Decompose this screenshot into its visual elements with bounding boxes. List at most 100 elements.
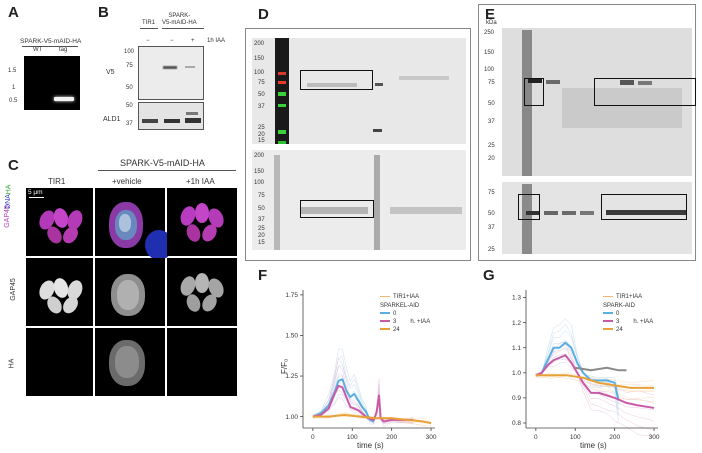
g-xtick-label: 300 <box>649 434 660 441</box>
ald1-label: ALD1 <box>103 116 121 123</box>
gel-d-top <box>252 38 466 144</box>
f-series-24 <box>312 414 432 425</box>
v5-label: V5 <box>106 69 115 76</box>
panel-label-d: D <box>258 6 269 23</box>
panel-a-title: SPARK-V5-mAID-HA <box>20 38 82 45</box>
chart-f-axes: 0 100 200 300 1.00 1.25 1.50 1.75 <box>285 290 437 441</box>
treat-label: 1h IAA <box>207 38 226 44</box>
d-top-m7: 25 <box>258 125 265 131</box>
g-ytick-label: 1.1 <box>512 345 521 352</box>
v5-marker-75: 75 <box>126 63 133 69</box>
panel-label-g: G <box>483 267 495 284</box>
legend-f-group: SPARKEL-AID <box>380 303 420 309</box>
e-bottom-highlight-1 <box>518 194 540 220</box>
g-trace-0 <box>535 318 619 423</box>
g-series-24 <box>535 374 655 389</box>
micro-merge-iaa <box>167 188 237 256</box>
g-trace-24 <box>535 373 655 387</box>
legend-g: TIR1+IAA SPARK-AID 0 3 h. +IAA 24 <box>603 294 673 333</box>
d-bot-m7: 25 <box>258 226 265 232</box>
d-bot-m1: 200 <box>254 153 265 159</box>
d-top-m5: 50 <box>258 92 265 98</box>
v5-marker-50: 50 <box>126 85 133 91</box>
micro-merge-vehicle <box>95 188 173 260</box>
d-top-m2: 150 <box>254 56 265 62</box>
gel-e-top <box>502 28 692 176</box>
f-xtick-label: 100 <box>347 434 358 441</box>
f-ytick-label: 1.50 <box>285 333 298 340</box>
ald1-marker-50: 50 <box>126 103 133 109</box>
group-spark: SPARK- V5-mAID-HA <box>162 13 197 26</box>
panel-label-f: F <box>258 267 268 284</box>
f-ytick-label: 1.00 <box>285 414 298 421</box>
d-top-m6: 37 <box>258 104 265 110</box>
d-bot-m4: 75 <box>258 193 265 199</box>
f-ytick-label: 1.25 <box>285 373 298 380</box>
e-top-m6: 37 <box>488 119 495 125</box>
e-top-m4: 75 <box>488 80 495 86</box>
legend-f-24: 24 <box>393 327 400 333</box>
d-bottom-highlight <box>300 200 374 218</box>
e-unit: kDa <box>486 20 497 26</box>
v5-blot <box>138 46 204 100</box>
chart-g-axes: 0 100 200 300 0.8 0.9 1.0 1.1 1.2 1.3 <box>512 290 660 441</box>
g-trace-24 <box>535 374 655 392</box>
e-top-highlight-1 <box>524 78 544 106</box>
micro-gap45-iaa <box>167 258 237 326</box>
row-label-ha: HA <box>8 358 16 369</box>
e-bot-m4: 25 <box>488 247 495 253</box>
col-tir1: TIR1 <box>48 177 66 186</box>
e-top-m2: 150 <box>484 50 495 56</box>
group-tir1: TIR1 <box>142 20 156 26</box>
f-trace-0 <box>312 348 374 425</box>
d-bot-m5: 50 <box>258 206 265 212</box>
e-top-m1: 250 <box>484 30 495 36</box>
chart-g-series <box>535 341 655 409</box>
col-vehicle: +vehicle <box>112 177 142 186</box>
g-series-gray <box>575 366 627 372</box>
panel-e-frame <box>478 4 696 261</box>
g-trace-3 <box>535 347 655 421</box>
treat-3: + <box>191 38 195 44</box>
g-ytick-label: 1.2 <box>512 320 521 327</box>
f-trace-3 <box>312 357 414 428</box>
e-bot-m2: 50 <box>488 211 495 217</box>
e-bot-m3: 37 <box>488 225 495 231</box>
legend-g-group: SPARK-AID <box>603 303 635 309</box>
legend-f-0: 0 <box>393 311 397 317</box>
chart-f-ylabel: F/F₀ <box>280 359 289 374</box>
legend-g-24: 24 <box>616 327 623 333</box>
ald1-marker-37: 37 <box>126 121 133 127</box>
pcr-band <box>54 97 74 101</box>
e-top-m5: 50 <box>488 101 495 107</box>
e-bottom-highlight-2 <box>601 194 687 220</box>
g-trace-24 <box>535 375 655 402</box>
panel-c-header: SPARK-V5-mAID-HA <box>120 158 205 168</box>
panel-label-c: C <box>8 157 19 174</box>
f-xtick-label: 300 <box>426 434 437 441</box>
g-xtick-label: 100 <box>570 434 581 441</box>
g-trace-3 <box>535 361 655 396</box>
g-ytick-label: 0.9 <box>512 395 521 402</box>
legend-f-ctrl: TIR1+IAA <box>393 294 420 300</box>
d-bot-m8: 20 <box>258 233 265 239</box>
d-top-m1: 200 <box>254 41 265 47</box>
g-series-0 <box>535 341 620 401</box>
g-trace-24 <box>535 374 655 399</box>
legend-g-ctrl: TIR1+IAA <box>616 294 643 300</box>
d-bot-m2: 150 <box>254 169 265 175</box>
micro-ha-tir1 <box>26 328 93 396</box>
scale-label: 5 μm <box>28 189 43 196</box>
g-trace-3 <box>535 341 655 437</box>
legend-g-3: 3 <box>616 319 620 325</box>
ald1-blot <box>138 102 204 130</box>
lane-label-tag: tag <box>59 47 68 53</box>
d-bot-m3: 100 <box>254 180 265 186</box>
d-top-highlight <box>300 70 373 90</box>
e-bot-m1: 75 <box>488 190 495 196</box>
f-ytick-label: 1.75 <box>285 292 298 299</box>
legend-f-3: 3 <box>393 319 397 325</box>
treat-2: − <box>170 38 174 44</box>
f-series-3 <box>312 384 414 423</box>
panel-d-frame <box>245 28 471 261</box>
